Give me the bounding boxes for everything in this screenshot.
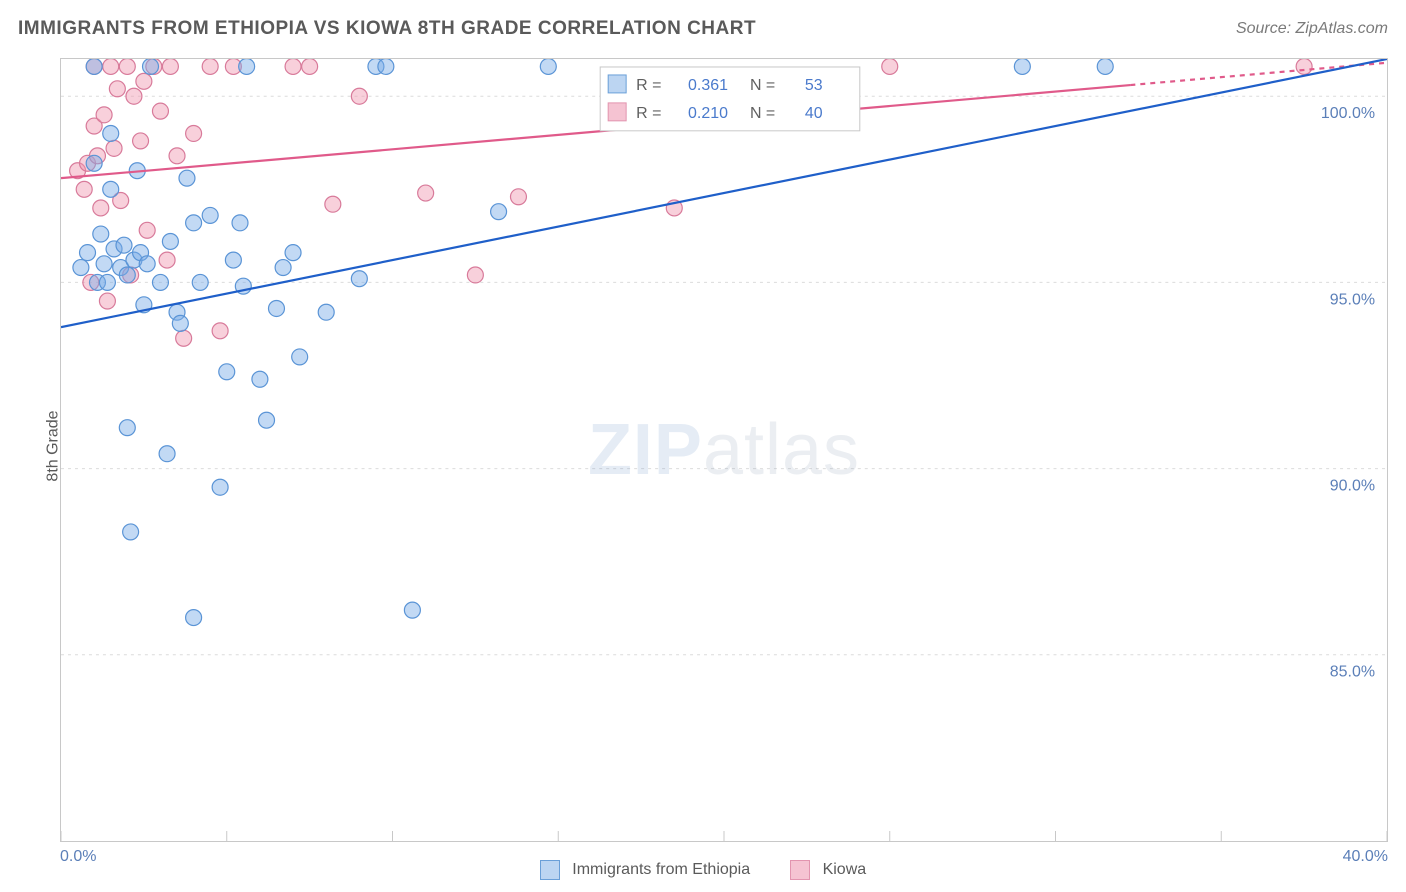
legend-item-kiowa: Kiowa [790, 860, 866, 880]
swatch-kiowa [790, 860, 810, 880]
legend-label-ethiopia: Immigrants from Ethiopia [572, 861, 750, 878]
svg-text:100.0%: 100.0% [1321, 105, 1375, 122]
chart-plot-area: 85.0% 90.0% 95.0% 100.0% R = 0.361 N = 53 R = 0.2… [60, 58, 1388, 842]
svg-text:0.210: 0.210 [688, 105, 728, 122]
chart-title: IMMIGRANTS FROM ETHIOPIA VS KIOWA 8TH GR… [18, 18, 756, 40]
svg-text:85.0%: 85.0% [1330, 664, 1375, 681]
swatch-ethiopia [540, 860, 560, 880]
svg-text:R =: R = [636, 77, 661, 94]
title-bar: IMMIGRANTS FROM ETHIOPIA VS KIOWA 8TH GR… [18, 18, 1388, 40]
series-legend: Immigrants from Ethiopia Kiowa [0, 860, 1406, 880]
svg-text:90.0%: 90.0% [1330, 478, 1375, 495]
svg-text:N =: N = [750, 77, 775, 94]
legend-item-ethiopia: Immigrants from Ethiopia [540, 860, 750, 880]
chart-svg: 85.0% 90.0% 95.0% 100.0% R = 0.361 N = 53 R = 0.2… [61, 59, 1387, 841]
svg-text:53: 53 [805, 77, 823, 94]
svg-text:95.0%: 95.0% [1330, 291, 1375, 308]
legend-label-kiowa: Kiowa [823, 861, 867, 878]
svg-text:N =: N = [750, 105, 775, 122]
svg-text:R =: R = [636, 105, 661, 122]
svg-text:40: 40 [805, 105, 823, 122]
svg-text:0.361: 0.361 [688, 77, 728, 94]
source-attribution: Source: ZipAtlas.com [1236, 20, 1388, 38]
